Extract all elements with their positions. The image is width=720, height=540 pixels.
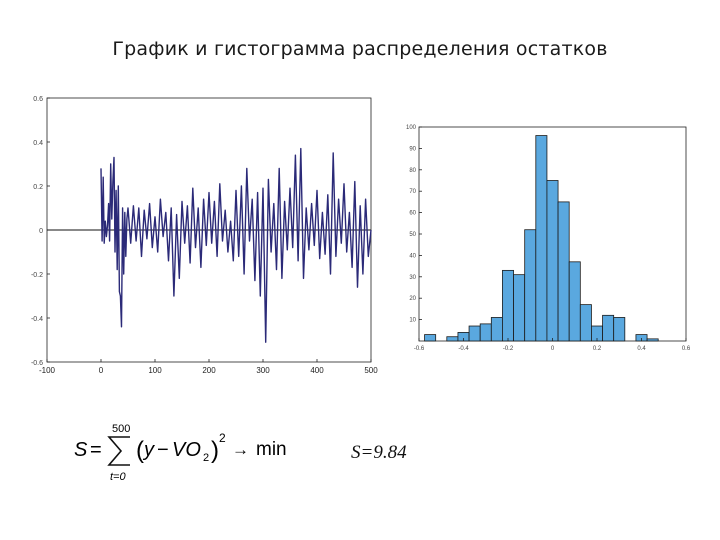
arrow-right-icon: → [232, 440, 249, 459]
residuals-series-line [100, 147, 372, 343]
sigma-icon [107, 436, 130, 466]
histogram-bar [568, 261, 581, 342]
formula-lhs: S [74, 439, 88, 461]
histogram-bar [502, 269, 514, 342]
histogram-bar [479, 323, 492, 342]
x-tick-label: 100 [148, 366, 162, 375]
y-tick-label: 80 [409, 168, 416, 174]
y-tick-label: -0.4 [31, 316, 43, 323]
formula-vo-subscript: 2 [203, 452, 209, 464]
x-tick-label: -100 [39, 366, 56, 375]
formula-equals: = [90, 439, 102, 461]
y-tick-label: 70 [409, 189, 416, 195]
y-tick-label: 0 [39, 228, 43, 235]
formula-min: min [256, 439, 287, 460]
formula-open-paren: ( [136, 437, 144, 464]
histogram-bar [524, 229, 537, 342]
formula-y: y [142, 439, 155, 461]
x-tick-label: -0.4 [458, 346, 469, 352]
formula-close-paren: ) [211, 437, 219, 464]
y-tick-label: 20 [409, 296, 416, 302]
histogram-bar [579, 304, 592, 342]
y-tick-label: 40 [409, 253, 416, 259]
y-tick-label: 90 [409, 146, 416, 152]
formula-power: 2 [219, 431, 226, 445]
y-tick-label: 100 [406, 125, 417, 131]
formula-minus: − [157, 439, 169, 461]
x-tick-label: 200 [202, 366, 216, 375]
formula-vo: VO [172, 439, 201, 461]
histogram-bar [546, 180, 559, 342]
formula-sum-lower: t=0 [110, 471, 126, 483]
result-value: S=9.84 [351, 442, 407, 463]
y-tick-label: -0.6 [31, 360, 43, 367]
x-tick-label: 0.2 [593, 346, 602, 352]
histogram-bar [424, 334, 437, 342]
formula-sum-upper: 500 [112, 423, 130, 435]
histogram-bar [646, 338, 659, 342]
y-tick-label: 0.6 [33, 96, 43, 103]
y-tick-label: -0.2 [31, 272, 43, 279]
y-tick-label: 50 [409, 232, 416, 238]
x-tick-label: 0.4 [637, 346, 646, 352]
x-tick-label: 300 [256, 366, 270, 375]
histogram-bar [490, 317, 503, 342]
histogram-bar [446, 336, 459, 342]
x-tick-label: 0.6 [682, 346, 691, 352]
histogram-bar [557, 201, 570, 342]
histogram-bar [535, 135, 548, 342]
histogram-bar [602, 314, 615, 342]
y-tick-label: 0.2 [33, 184, 43, 191]
slide-title: График и гистограмма распределения остат… [112, 38, 608, 60]
x-tick-label: 400 [310, 366, 324, 375]
x-tick-label: -0.2 [503, 346, 514, 352]
x-tick-label: 0 [99, 366, 104, 375]
y-tick-label: 10 [409, 318, 416, 324]
x-tick-label: -0.6 [414, 346, 425, 352]
x-tick-label: 0 [551, 346, 555, 352]
histogram-bar [468, 325, 481, 342]
y-tick-label: 60 [409, 211, 416, 217]
x-tick-label: 500 [364, 366, 378, 375]
y-tick-label: 0.4 [33, 140, 43, 147]
objective-formula: S = 500 t=0 ( y − VO 2 ) 2 → min [74, 423, 287, 483]
y-tick-label: 30 [409, 275, 416, 281]
histogram-bar [513, 274, 526, 342]
histogram-bar [613, 317, 626, 342]
